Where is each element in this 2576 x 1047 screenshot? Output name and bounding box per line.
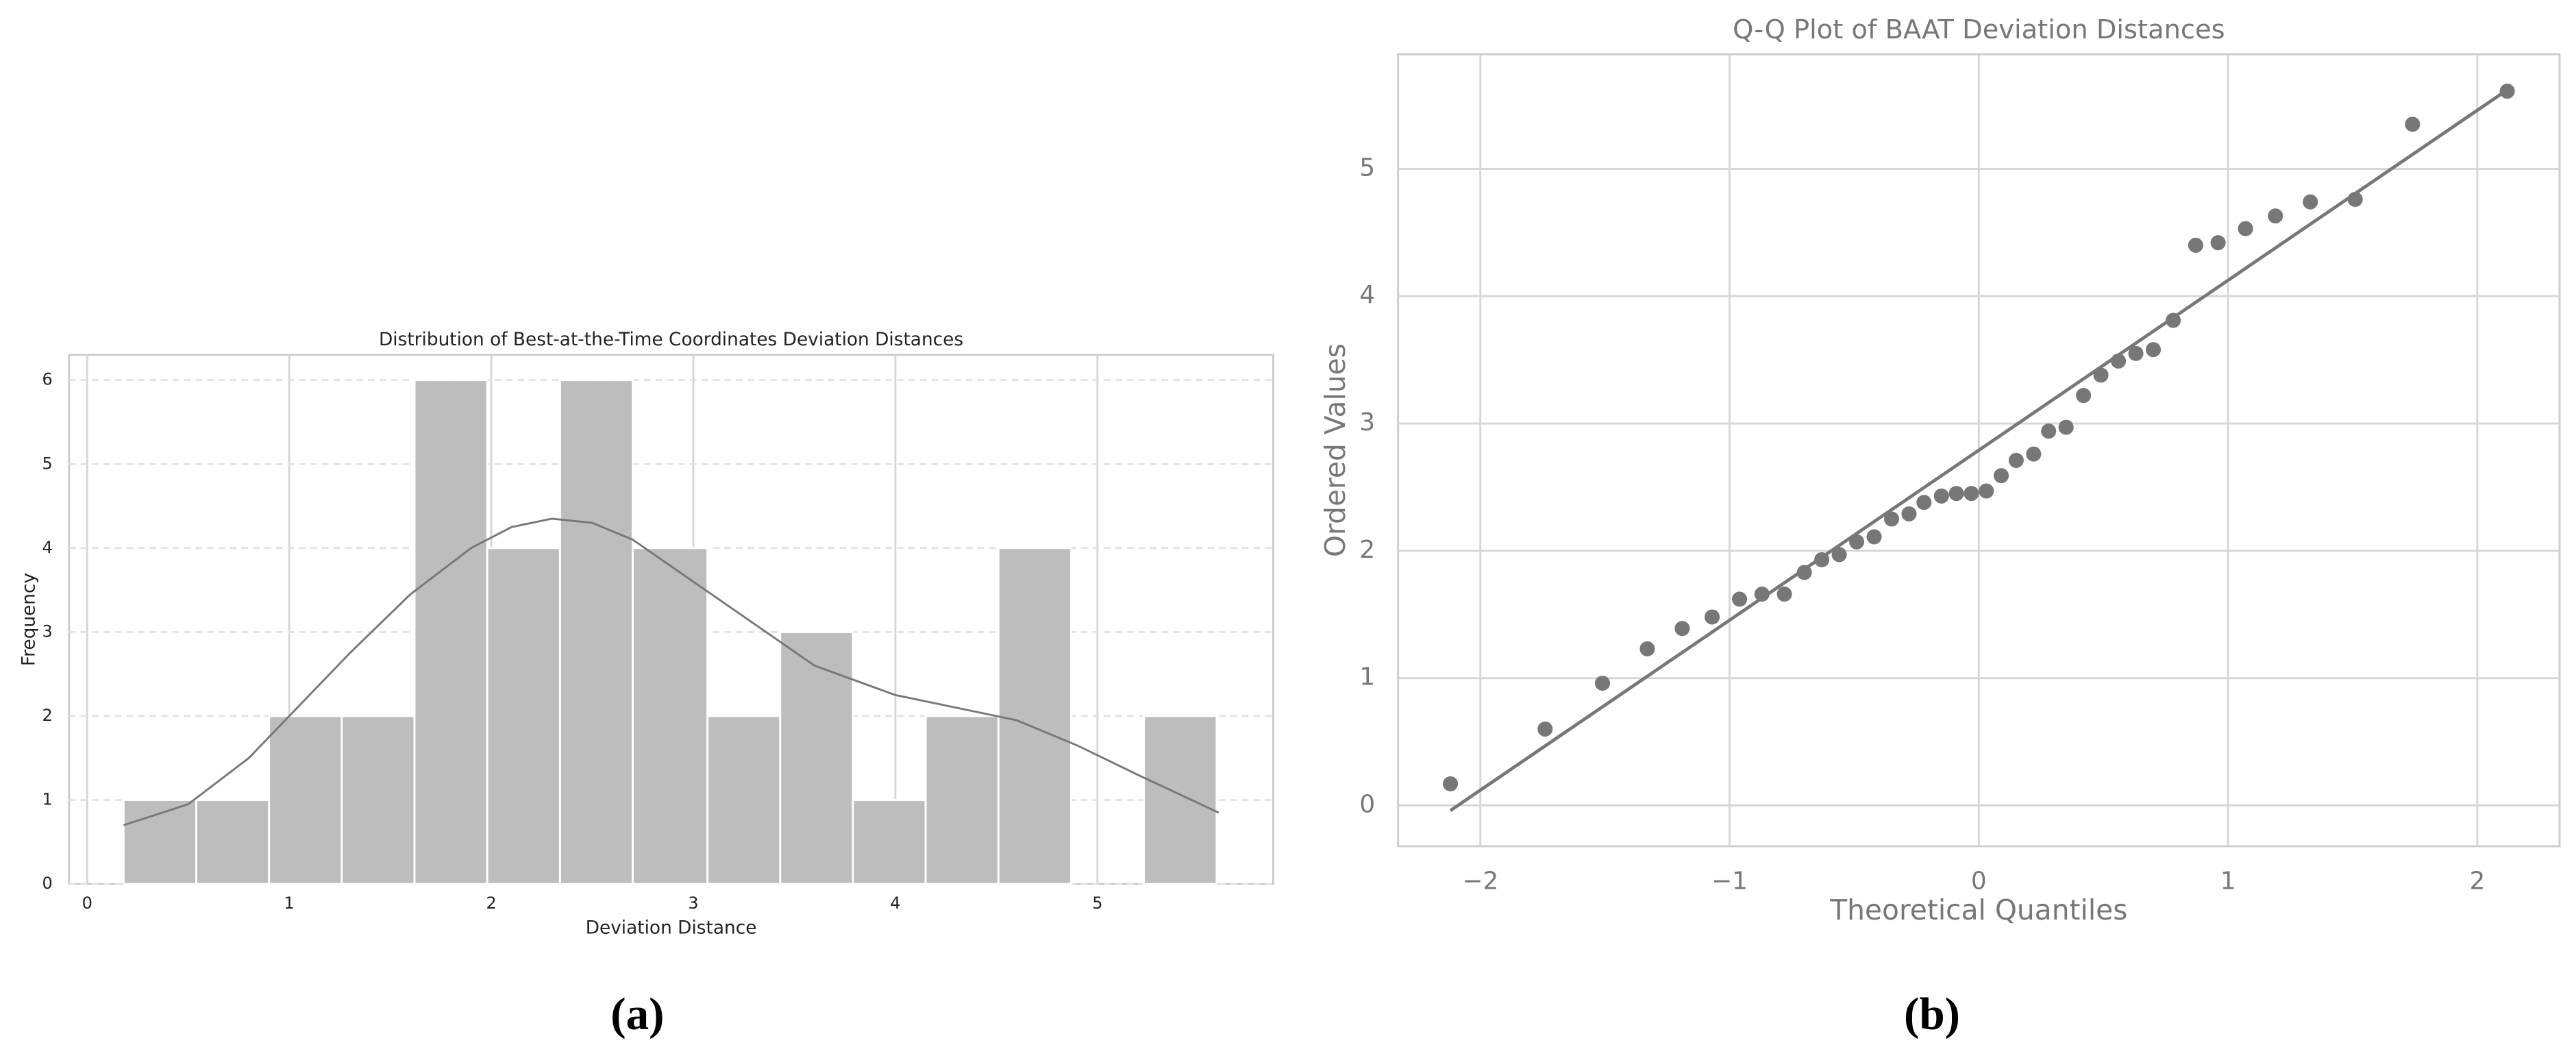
- bar: [632, 547, 709, 885]
- x-tick-label: 2: [486, 894, 496, 913]
- x-tick-label: 0: [1971, 867, 1987, 896]
- bar: [706, 715, 782, 885]
- y-tick-label: 1: [42, 790, 52, 809]
- chart-title: Q-Q Plot of BAAT Deviation Distances: [1733, 14, 2225, 45]
- bar: [195, 799, 271, 885]
- bar: [340, 715, 416, 885]
- bar: [558, 379, 634, 885]
- point: [2499, 84, 2515, 99]
- y-tick-label: 5: [1359, 153, 1375, 182]
- y-tick-label: 3: [42, 621, 52, 641]
- y-axis-label: Frequency: [19, 573, 40, 666]
- bar: [1143, 715, 1218, 885]
- y-tick-label: 1: [1359, 663, 1375, 691]
- x-tick-label: 0: [82, 894, 92, 913]
- y-tick-label: 2: [42, 706, 52, 725]
- y-axis-label: Ordered Values: [1319, 343, 1352, 557]
- kde-line: [123, 517, 1219, 826]
- point: [1814, 552, 1830, 567]
- point: [2093, 367, 2109, 383]
- point: [1901, 506, 1917, 521]
- point: [2166, 312, 2181, 328]
- x-tick-label: 1: [2220, 867, 2236, 896]
- caption: (b): [1904, 988, 1960, 1039]
- y-tick-label: 5: [42, 454, 52, 473]
- point: [1933, 488, 1949, 504]
- y-tick-label: 0: [42, 874, 52, 893]
- y-tick-label: 6: [42, 370, 52, 389]
- point: [2145, 342, 2162, 358]
- point: [1866, 529, 1882, 545]
- point: [1849, 534, 1865, 550]
- x-tick-label: 1: [284, 894, 295, 913]
- point: [1883, 511, 1900, 527]
- point: [2058, 419, 2074, 435]
- fit-line: [1449, 88, 2508, 812]
- y-tick-label: 0: [1359, 790, 1375, 818]
- point: [2347, 191, 2363, 208]
- point: [1776, 586, 1792, 602]
- point: [2128, 345, 2144, 361]
- point: [1964, 486, 1979, 502]
- point: [2008, 452, 2024, 468]
- point: [1916, 495, 1932, 510]
- y-tick-label: 2: [1359, 536, 1375, 564]
- point: [1754, 586, 1770, 602]
- point: [2268, 208, 2283, 224]
- point: [2041, 423, 2057, 439]
- point: [1594, 676, 1611, 691]
- x-axis-label: Deviation Distance: [586, 917, 757, 938]
- point: [1979, 483, 1994, 499]
- chart-title: Distribution of Best-at-the-Time Coordin…: [379, 330, 963, 350]
- x-tick-label: 5: [1092, 894, 1102, 913]
- point: [2188, 237, 2203, 253]
- x-tick-label: −2: [1462, 867, 1498, 896]
- point: [1948, 486, 1964, 502]
- point: [2076, 388, 2092, 404]
- bar: [852, 799, 927, 885]
- caption: (a): [610, 988, 664, 1039]
- x-tick-label: −1: [1711, 867, 1748, 896]
- point: [1674, 621, 1690, 637]
- point: [1732, 591, 1748, 607]
- point: [1443, 776, 1459, 791]
- bar: [486, 547, 561, 885]
- point: [1796, 565, 1812, 580]
- x-tick-label: 2: [2470, 867, 2486, 896]
- point: [1537, 721, 1553, 737]
- point: [2303, 194, 2318, 210]
- x-tick-label: 4: [890, 894, 900, 913]
- point: [1705, 609, 1720, 625]
- point: [1994, 468, 2009, 484]
- bar: [268, 715, 343, 885]
- x-axis-label: Theoretical Quantiles: [1829, 894, 2127, 926]
- y-tick-label: 4: [1359, 281, 1375, 309]
- bar: [413, 379, 488, 885]
- x-tick-label: 3: [688, 894, 698, 913]
- point: [2238, 221, 2253, 236]
- y-tick-label: 3: [1359, 408, 1375, 436]
- y-tick-label: 4: [42, 538, 52, 557]
- point: [1639, 641, 1655, 656]
- bar: [924, 715, 1000, 885]
- point: [1831, 547, 1847, 563]
- point: [2026, 446, 2042, 462]
- point: [2210, 235, 2226, 251]
- bar: [779, 630, 854, 885]
- point: [2111, 353, 2127, 369]
- point: [2405, 116, 2420, 132]
- bar: [997, 547, 1072, 885]
